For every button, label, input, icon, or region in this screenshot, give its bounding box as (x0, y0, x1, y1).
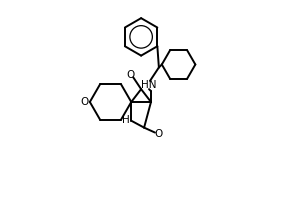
Text: O: O (81, 97, 89, 107)
Text: O: O (127, 70, 135, 80)
Text: HN: HN (141, 80, 157, 90)
Text: H: H (122, 115, 130, 125)
Text: O: O (154, 129, 163, 139)
